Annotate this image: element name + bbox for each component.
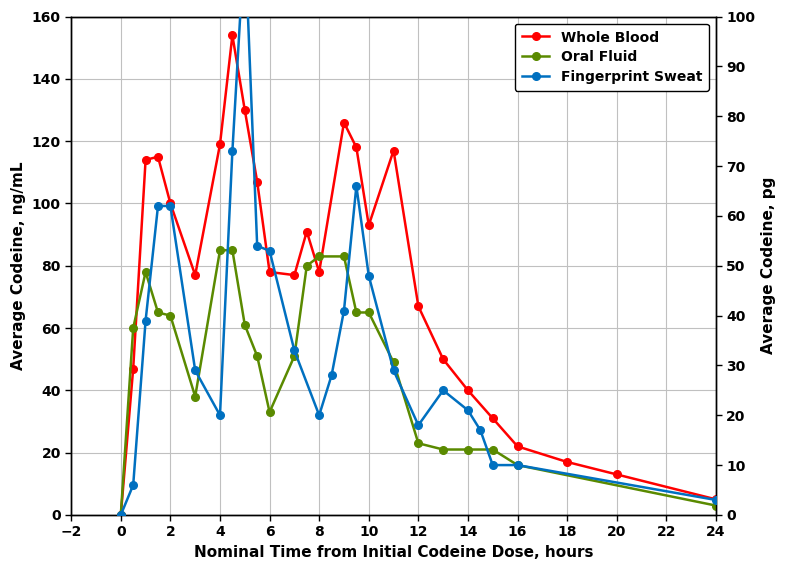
Fingerprint Sweat — [116, 512, 125, 518]
Whole Blood — [153, 154, 163, 160]
Fingerprint Sweat — [364, 272, 374, 279]
Whole Blood — [364, 222, 374, 229]
Whole Blood — [240, 107, 249, 114]
Fingerprint Sweat — [153, 203, 163, 210]
Fingerprint Sweat — [166, 203, 176, 210]
Oral Fluid — [128, 325, 138, 332]
Oral Fluid — [190, 393, 200, 400]
Line: Oral Fluid: Oral Fluid — [117, 246, 720, 518]
Fingerprint Sweat — [265, 247, 275, 254]
Line: Fingerprint Sweat: Fingerprint Sweat — [117, 0, 720, 518]
Oral Fluid — [464, 446, 473, 453]
Whole Blood — [352, 144, 361, 151]
Whole Blood — [128, 365, 138, 372]
Whole Blood — [563, 459, 572, 465]
Y-axis label: Average Codeine, pg: Average Codeine, pg — [761, 177, 776, 355]
Whole Blood — [464, 387, 473, 394]
Whole Blood — [315, 268, 324, 275]
Whole Blood — [166, 200, 176, 207]
Whole Blood — [389, 147, 398, 154]
Whole Blood — [290, 272, 299, 279]
Oral Fluid — [253, 353, 262, 360]
Fingerprint Sweat — [216, 412, 225, 419]
Oral Fluid — [352, 309, 361, 316]
Whole Blood — [116, 512, 125, 518]
Whole Blood — [488, 415, 497, 422]
Whole Blood — [612, 471, 622, 478]
Fingerprint Sweat — [513, 462, 523, 469]
Whole Blood — [253, 178, 262, 185]
Whole Blood — [711, 496, 721, 503]
Whole Blood — [265, 268, 275, 275]
Oral Fluid — [227, 247, 237, 254]
Line: Whole Blood: Whole Blood — [117, 31, 720, 518]
Whole Blood — [190, 272, 200, 279]
Oral Fluid — [513, 462, 523, 469]
Oral Fluid — [414, 440, 423, 447]
Whole Blood — [339, 119, 349, 126]
Whole Blood — [513, 443, 523, 450]
Fingerprint Sweat — [227, 148, 237, 155]
Fingerprint Sweat — [339, 307, 349, 314]
Oral Fluid — [302, 262, 312, 269]
Whole Blood — [216, 141, 225, 148]
Fingerprint Sweat — [253, 243, 262, 250]
Fingerprint Sweat — [290, 347, 299, 354]
Whole Blood — [227, 32, 237, 39]
Fingerprint Sweat — [327, 372, 336, 379]
Oral Fluid — [153, 309, 163, 316]
Fingerprint Sweat — [438, 387, 448, 394]
Oral Fluid — [364, 309, 374, 316]
Oral Fluid — [339, 253, 349, 260]
Fingerprint Sweat — [711, 497, 721, 504]
Fingerprint Sweat — [141, 317, 150, 324]
Fingerprint Sweat — [464, 407, 473, 414]
Whole Blood — [414, 303, 423, 309]
Oral Fluid — [438, 446, 448, 453]
Whole Blood — [438, 356, 448, 363]
Fingerprint Sweat — [389, 367, 398, 374]
Oral Fluid — [116, 512, 125, 518]
Fingerprint Sweat — [488, 462, 497, 469]
Fingerprint Sweat — [315, 412, 324, 419]
Fingerprint Sweat — [128, 481, 138, 488]
Oral Fluid — [216, 247, 225, 254]
Oral Fluid — [488, 446, 497, 453]
Whole Blood — [141, 156, 150, 163]
Oral Fluid — [240, 321, 249, 328]
Legend: Whole Blood, Oral Fluid, Fingerprint Sweat: Whole Blood, Oral Fluid, Fingerprint Swe… — [515, 23, 709, 91]
Whole Blood — [302, 228, 312, 235]
Oral Fluid — [389, 359, 398, 366]
Fingerprint Sweat — [475, 427, 485, 433]
X-axis label: Nominal Time from Initial Codeine Dose, hours: Nominal Time from Initial Codeine Dose, … — [194, 545, 593, 560]
Fingerprint Sweat — [352, 183, 361, 190]
Oral Fluid — [166, 312, 176, 319]
Oral Fluid — [711, 502, 721, 509]
Oral Fluid — [315, 253, 324, 260]
Fingerprint Sweat — [190, 367, 200, 374]
Oral Fluid — [265, 409, 275, 416]
Fingerprint Sweat — [414, 422, 423, 429]
Y-axis label: Average Codeine, ng/mL: Average Codeine, ng/mL — [11, 162, 26, 370]
Oral Fluid — [141, 268, 150, 275]
Oral Fluid — [290, 353, 299, 360]
